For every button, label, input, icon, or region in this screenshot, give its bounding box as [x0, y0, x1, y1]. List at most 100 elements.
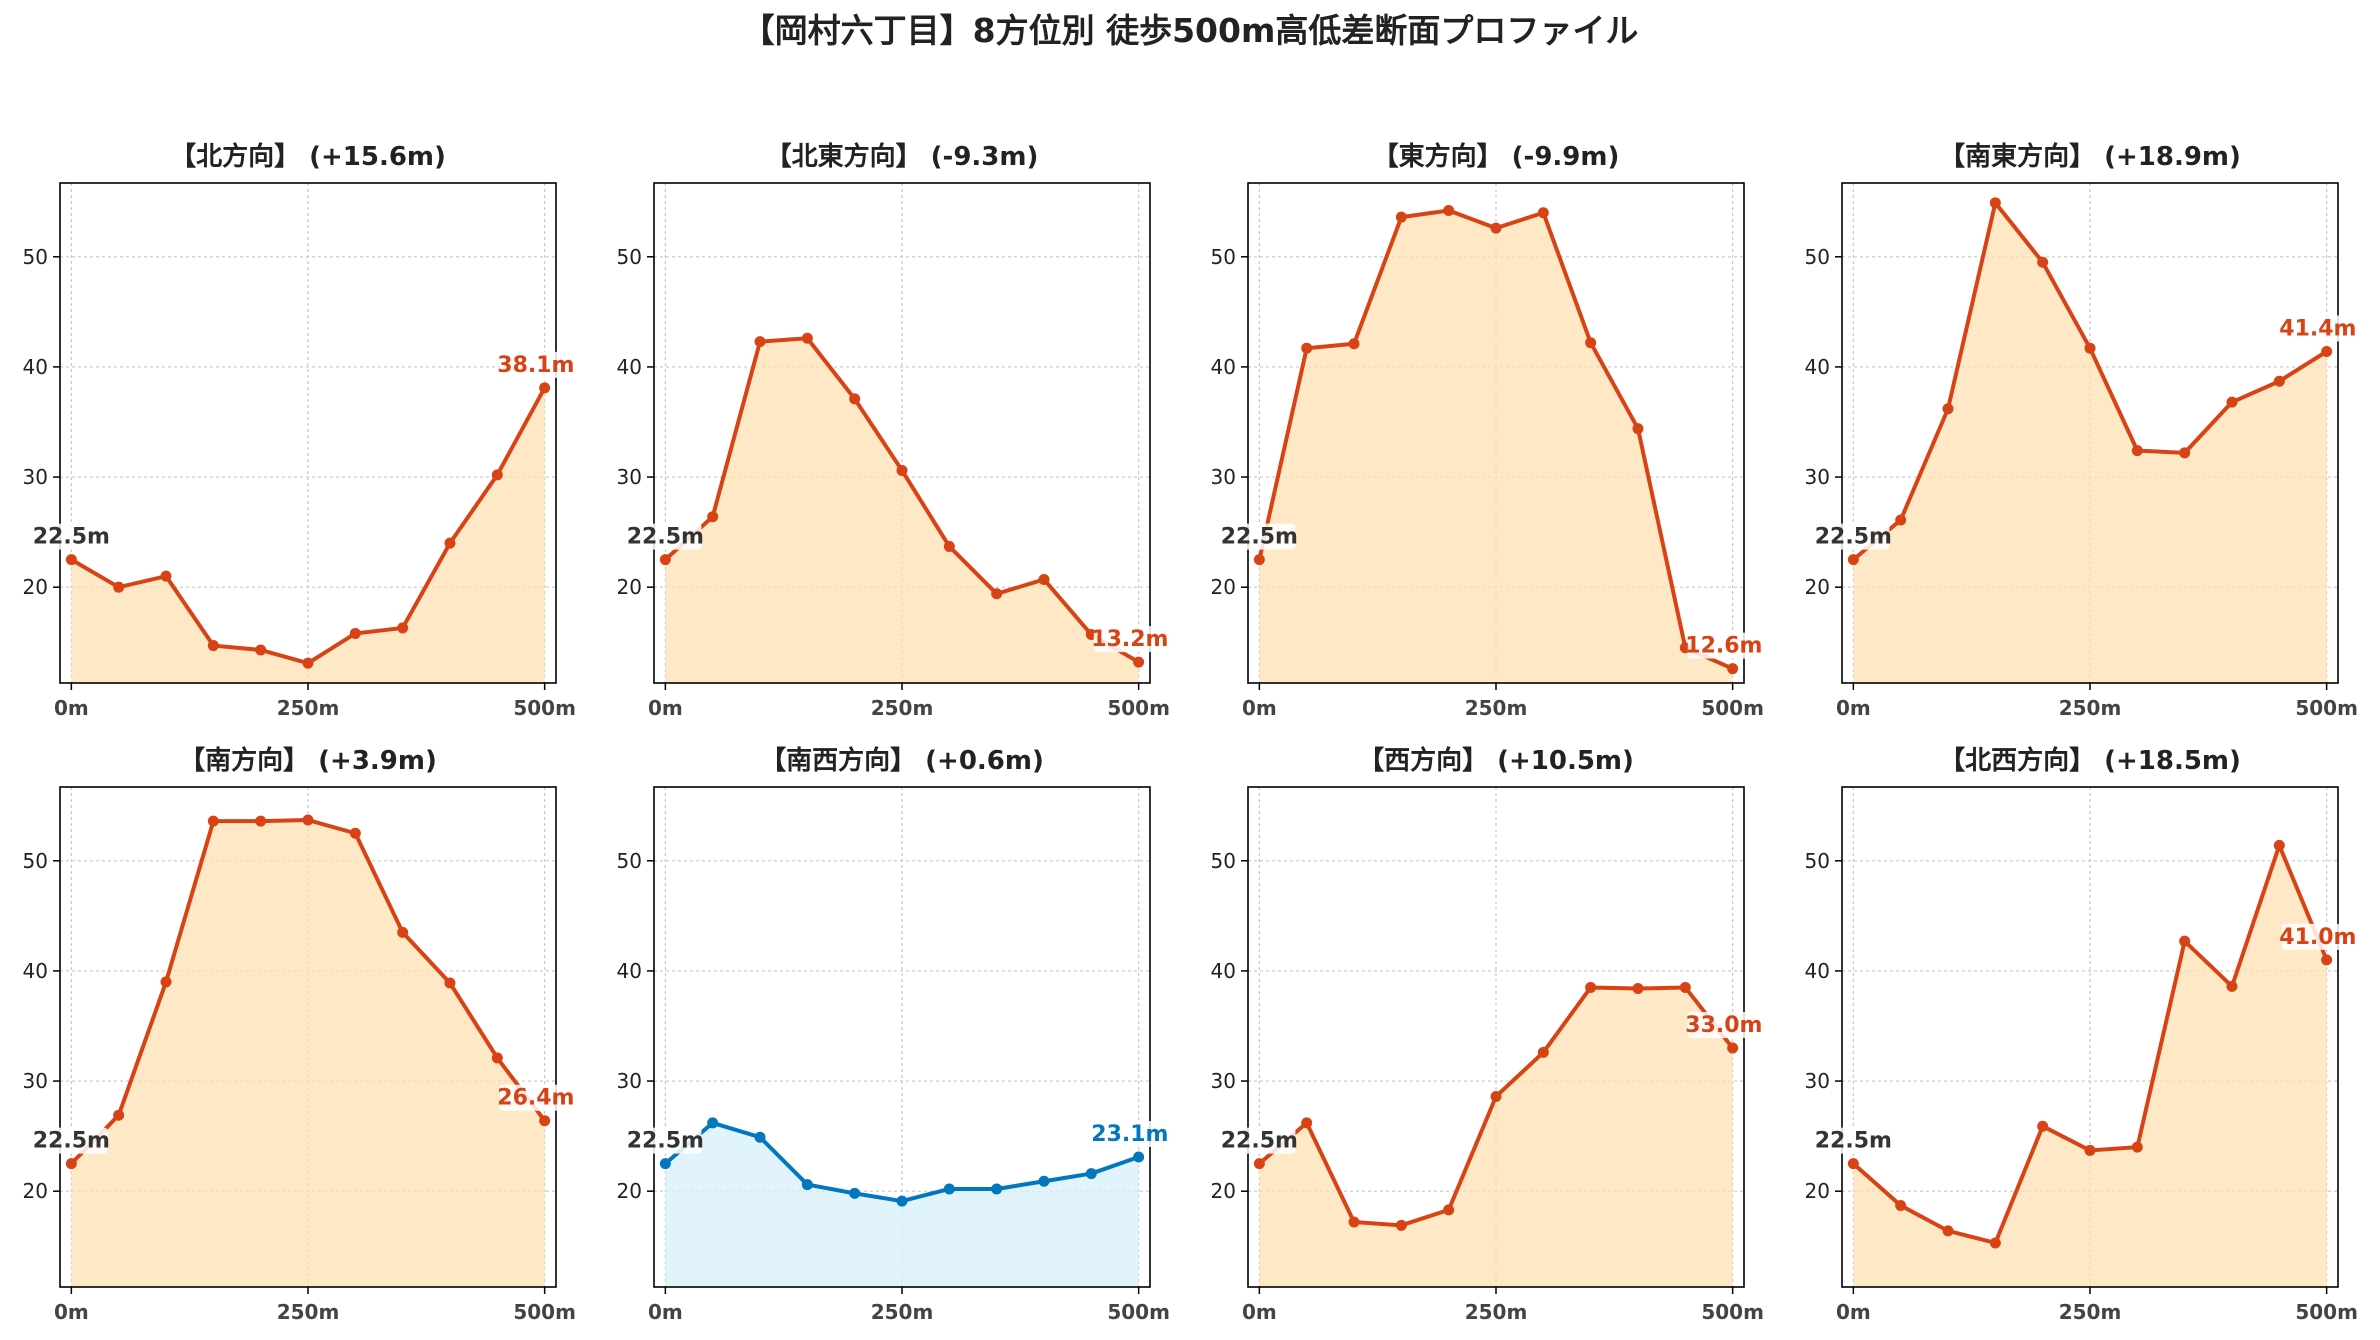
y-tick-label: 50 [1805, 849, 1830, 873]
y-tick-label: 30 [1805, 1069, 1830, 1093]
area-fill [1259, 210, 1733, 684]
data-point [754, 1131, 766, 1143]
y-tick-label: 50 [617, 849, 642, 873]
y-tick-label: 20 [23, 1179, 48, 1203]
y-tick-label: 20 [617, 1179, 642, 1203]
data-point [659, 1158, 671, 1170]
data-point [1395, 1219, 1407, 1231]
data-point [1348, 338, 1360, 350]
end-label-bg [1093, 1121, 1166, 1148]
data-point [1632, 983, 1644, 995]
panel-title: 【北東方向】 (-9.3m) [766, 141, 1039, 172]
data-point [2037, 1120, 2049, 1132]
data-point [991, 1183, 1003, 1195]
x-tick-label: 500m [513, 1300, 576, 1324]
data-point [1253, 1158, 1265, 1170]
y-tick-label: 40 [617, 355, 642, 379]
data-point [801, 332, 813, 344]
panel-2: 【東方向】 (-9.9m) 0m 250m 500m 20 30 40 50 22.5m 12.6… [1211, 141, 1764, 720]
end-label-bg [2281, 923, 2354, 950]
x-tick-label: 250m [2059, 696, 2122, 720]
data-point [991, 588, 1003, 600]
data-point [707, 511, 719, 523]
start-label: 22.5m [1221, 1129, 1298, 1154]
data-point [707, 1117, 719, 1129]
data-point [2131, 445, 2143, 457]
x-tick-label: 0m [1242, 696, 1277, 720]
y-tick-label: 50 [617, 245, 642, 269]
panel-title: 【東方向】 (-9.9m) [1373, 141, 1620, 172]
data-point [113, 1109, 125, 1121]
x-tick-label: 500m [1701, 1300, 1764, 1324]
y-tick-label: 50 [23, 245, 48, 269]
panels-grid: 【北方向】 (+15.6m)0m 250m 500m2030405022.5m38.… [23, 141, 2358, 1324]
data-point [943, 540, 955, 552]
area-fill [71, 820, 545, 1287]
data-point [2084, 1144, 2096, 1156]
data-point [1443, 205, 1455, 217]
start-label: 22.5m [1815, 1129, 1892, 1154]
data-point [849, 1187, 861, 1199]
y-tick-label: 50 [1805, 245, 1830, 269]
data-point [659, 554, 671, 566]
data-point [2321, 954, 2333, 966]
data-point [1038, 1175, 1050, 1187]
start-label: 22.5m [1221, 525, 1298, 550]
data-point [801, 1179, 813, 1191]
data-point [160, 570, 172, 582]
data-point [2179, 447, 2191, 459]
x-tick-label: 0m [1836, 1300, 1871, 1324]
end-label-bg [499, 351, 572, 378]
start-label-bg [1817, 1127, 1890, 1154]
y-tick-label: 30 [23, 465, 48, 489]
x-tick-label: 250m [277, 1300, 340, 1324]
x-tick-label: 250m [277, 696, 340, 720]
data-point [896, 1195, 908, 1207]
data-point [2084, 342, 2096, 354]
data-point [1895, 1200, 1907, 1212]
y-tick-label: 40 [23, 959, 48, 983]
data-point [2321, 346, 2333, 358]
x-tick-label: 500m [1701, 696, 1764, 720]
data-point [539, 382, 551, 394]
start-label-bg [1817, 523, 1890, 550]
data-point [2226, 396, 2238, 408]
data-point [1989, 1237, 2001, 1249]
start-label-bg [1223, 1127, 1296, 1154]
end-label: 41.0m [2279, 925, 2356, 950]
panel-0: 【北方向】 (+15.6m) 0m 250m 500m 20 30 40 50 22.5m 38.… [23, 141, 576, 720]
data-point [1727, 663, 1739, 675]
end-label: 12.6m [1685, 634, 1762, 659]
data-point [397, 622, 409, 634]
data-point [2273, 839, 2285, 851]
x-tick-label: 0m [648, 1300, 683, 1324]
start-label: 22.5m [33, 525, 110, 550]
x-tick-label: 250m [1465, 1300, 1528, 1324]
y-tick-label: 50 [1211, 849, 1236, 873]
data-point [255, 815, 267, 827]
y-tick-label: 30 [1211, 1069, 1236, 1093]
data-point [1537, 207, 1549, 219]
x-tick-label: 500m [1107, 1300, 1170, 1324]
area-fill [1853, 845, 2327, 1287]
area-fill [71, 387, 545, 683]
data-point [65, 1158, 77, 1170]
data-point [896, 464, 908, 476]
data-point [2037, 256, 2049, 268]
y-tick-label: 30 [1805, 465, 1830, 489]
data-point [1443, 1204, 1455, 1216]
end-label: 26.4m [497, 1086, 574, 1111]
y-tick-label: 20 [23, 575, 48, 599]
end-label-bg [1687, 632, 1760, 659]
y-tick-label: 50 [1211, 245, 1236, 269]
data-point [1085, 1168, 1097, 1180]
panel-4: 【南方向】 (+3.9m) 0m 250m 500m 20 30 40 50 22.5m 26.4… [23, 745, 576, 1324]
data-point [1585, 337, 1597, 349]
panel-1: 【北東方向】 (-9.3m) 0m 250m 500m 20 30 40 50 22.5m 13.… [617, 141, 1170, 720]
data-point [849, 393, 861, 405]
data-point [1490, 222, 1502, 234]
start-label-bg [629, 523, 702, 550]
panel-7: 【北西方向】 (+18.5m) 0m 250m 500m 20 30 40 50 22.5m 41… [1805, 745, 2358, 1324]
end-label: 33.0m [1685, 1013, 1762, 1038]
